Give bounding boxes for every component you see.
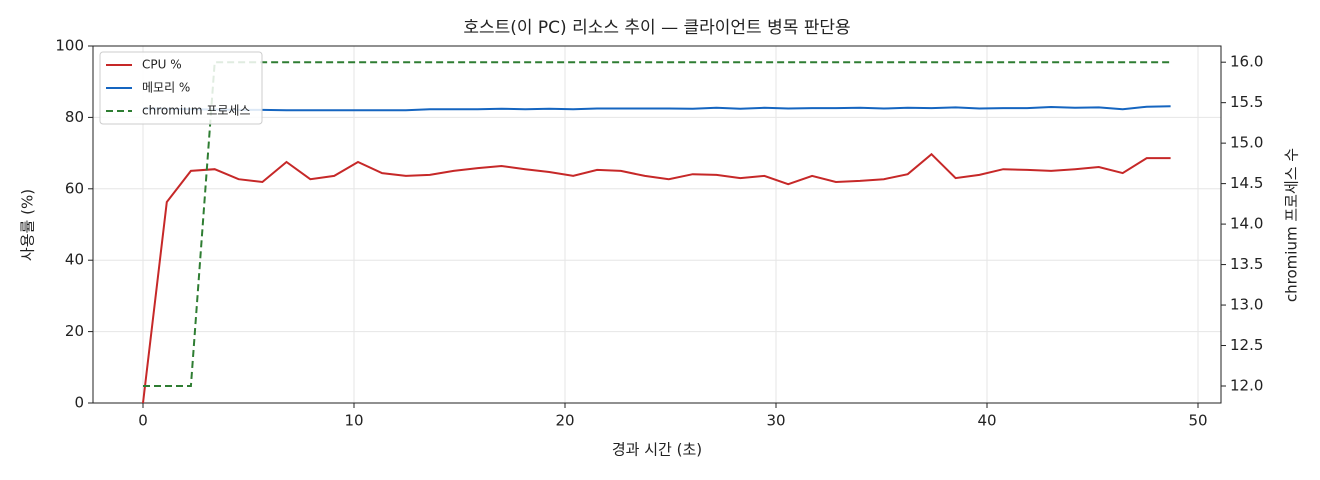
y-tick-label: 60 [65,179,84,197]
legend-label: CPU % [142,58,182,72]
plot-frame [92,45,1222,404]
legend-label: chromium 프로세스 [142,104,251,118]
y2-tick-label: 13.5 [1230,255,1263,273]
x-tick-label: 30 [766,412,785,430]
y2-axis-label: chromium 프로세스 수 [1283,148,1301,302]
y-tick-label: 20 [65,322,84,340]
legend-label: 메모리 % [142,81,190,95]
y-tick-label: 40 [65,251,84,269]
y2-tick-label: 16.0 [1230,53,1263,71]
chart-title: 호스트(이 PC) 리소스 추이 — 클라이언트 병목 판단용 [463,18,850,38]
x-tick-label: 50 [1188,412,1207,430]
y-tick-label: 100 [55,37,84,55]
y2-tick-label: 15.5 [1230,93,1263,111]
y2-tick-label: 14.5 [1230,174,1263,192]
y2-tick-label: 12.0 [1230,377,1263,395]
series-line [142,105,1171,112]
x-tick-label: 40 [977,412,996,430]
y2-tick-label: 14.0 [1230,215,1263,233]
y2-tick-label: 12.5 [1230,336,1263,354]
series-line [142,152,1171,404]
legend-box [99,51,263,125]
y-tick-label: 80 [65,108,84,126]
y2-tick-label: 13.0 [1230,296,1263,314]
x-tick-label: 10 [344,412,363,430]
x-tick-label: 20 [555,412,574,430]
x-tick-label: 0 [138,412,148,430]
x-axis-label: 경과 시간 (초) [612,441,702,459]
series-line [143,61,1171,387]
y-axis-label: 사용률 (%) [19,189,37,261]
y-tick-label: 0 [74,394,84,412]
y2-tick-label: 15.0 [1230,134,1263,152]
